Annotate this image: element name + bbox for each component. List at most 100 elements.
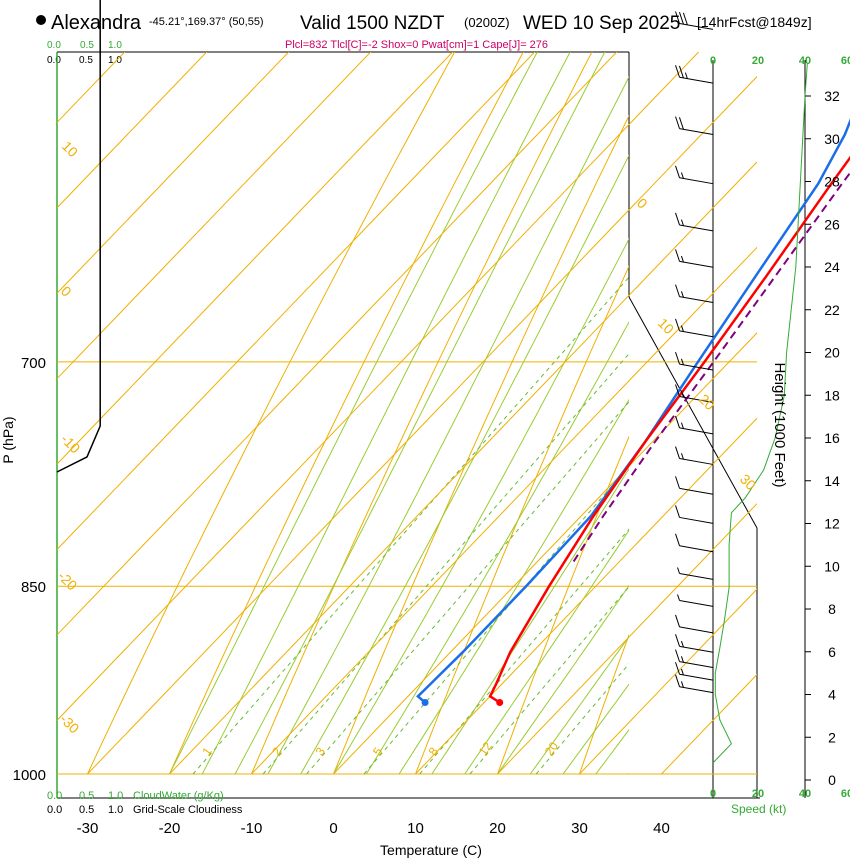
dry-adiabat: [170, 0, 850, 774]
valid-time: Valid 1500 NZDT: [300, 13, 445, 34]
isotherm-label: 0: [58, 283, 75, 300]
isotherm-label: 0: [634, 195, 651, 212]
cloudwater-tick-bottom-2: 1.0: [108, 790, 123, 802]
speed-tick-top-40: 40: [799, 55, 811, 67]
wind-barb: [678, 595, 713, 607]
temperature-tick--30: -30: [77, 820, 99, 837]
isotherm-line: [0, 0, 850, 774]
dewpoint-surface-marker: [422, 699, 429, 706]
height-tick-14: 14: [824, 473, 840, 489]
isotherm-label: 10: [59, 138, 81, 160]
dry-adiabat: [662, 0, 850, 774]
isotherm-line: [0, 0, 850, 774]
temperature-surface-marker: [496, 699, 503, 706]
location-dot: [36, 15, 46, 25]
isotherm-line: [88, 0, 850, 774]
moist-adiabat: [202, 0, 850, 774]
wind-barb: [676, 249, 713, 267]
height-tick-6: 6: [828, 644, 836, 660]
wind-barb: [676, 476, 713, 494]
moist-adiabat: [563, 0, 850, 774]
height-tick-16: 16: [824, 430, 840, 446]
temperature-tick-20: 20: [489, 820, 506, 837]
temperature-tick-30: 30: [571, 820, 588, 837]
speed-axis-label: Speed (kt): [731, 802, 786, 816]
isotherm-line: [6, 0, 850, 774]
wind-barb: [676, 505, 713, 523]
mixing-ratio-label-8: 8: [426, 744, 441, 758]
isotherm-line: [0, 0, 850, 774]
height-tick-32: 32: [824, 88, 840, 104]
speed-tick-top-60: 60: [841, 55, 850, 67]
cloudwater-tick-top-2: 1.0: [108, 40, 122, 51]
cloudiness-tick-top-1: 0.5: [79, 55, 93, 66]
temperature-tick--20: -20: [159, 820, 181, 837]
dry-adiabat: [580, 0, 850, 774]
utc-time: (0200Z): [464, 15, 510, 30]
height-tick-24: 24: [824, 259, 840, 275]
axis-tick-labels: 2503004005007008501000-30-20-10010203040…: [13, 0, 850, 837]
moist-adiabat: [498, 0, 850, 774]
cloudiness-tick-bottom-2: 1.0: [108, 804, 123, 816]
isotherm-line: [0, 0, 850, 774]
wind-barb: [676, 534, 713, 552]
height-tick-10: 10: [824, 558, 840, 574]
sounding-params: Plcl=832 Tlcl[C]=-2 Shox=0 Pwat[cm]=1 Ca…: [285, 39, 548, 51]
speed-tick-bottom-20: 20: [752, 788, 764, 800]
temperature-tick-0: 0: [329, 820, 337, 837]
dry-adiabat-lines: [88, 0, 850, 774]
isotherm-line: [498, 0, 850, 774]
isotherm-label: 30: [737, 471, 759, 493]
parcel-path: [574, 0, 850, 562]
speed-tick-bottom-60: 60: [841, 788, 850, 800]
height-tick-20: 20: [824, 345, 840, 361]
height-tick-12: 12: [824, 516, 840, 532]
pressure-tick-1000: 1000: [13, 767, 46, 784]
mixing-ratio-label-20: 20: [542, 739, 561, 758]
speed-tick-top-20: 20: [752, 55, 764, 67]
height-axis-label: Height (1000 Feet): [771, 362, 788, 487]
pressure-tick-850: 850: [21, 579, 46, 596]
speed-tick-bottom-40: 40: [799, 788, 811, 800]
temperature-tick--10: -10: [241, 820, 263, 837]
cloudwater-tick-bottom-1: 0.5: [79, 790, 94, 802]
mixing-ratio-label-12: 12: [476, 739, 495, 758]
wind-barb: [676, 662, 713, 680]
isotherm-line: [170, 0, 850, 774]
speed-tick-bottom-0: 0: [710, 788, 716, 800]
height-tick-2: 2: [828, 729, 836, 745]
height-tick-28: 28: [824, 174, 840, 190]
cloudiness-line: [57, 0, 100, 472]
plot-diagonal-border: [629, 297, 757, 528]
wind-barb: [676, 615, 713, 633]
height-tick-26: 26: [824, 216, 840, 232]
wind-barb: [676, 447, 713, 465]
pressure-tick-700: 700: [21, 355, 46, 372]
wind-barb: [676, 213, 713, 231]
cloudiness-legend-label: Grid-Scale Cloudiness: [133, 804, 243, 816]
wind-barb: [676, 319, 713, 337]
cloudiness-tick-bottom-0: 0.0: [47, 804, 62, 816]
wind-barb: [676, 166, 713, 184]
wind-barb: [676, 650, 713, 668]
wind-barb: [676, 65, 713, 83]
mixing-ratio-lines: [193, 0, 850, 774]
isotherm-label: -20: [55, 568, 81, 594]
dry-adiabat: [498, 0, 850, 774]
height-tick-22: 22: [824, 302, 840, 318]
mixing-ratio-line: [536, 0, 850, 774]
cloudiness-tick-top-0: 0.0: [47, 55, 61, 66]
moist-adiabat: [629, 0, 850, 774]
mixing-ratio-line: [193, 0, 850, 774]
moist-adiabat: [235, 0, 850, 774]
forecast-date: WED 10 Sep 2025: [523, 13, 680, 34]
cloudwater-tick-top-1: 0.5: [80, 40, 94, 51]
forecast-info: [14hrFcst@1849z]: [697, 14, 812, 30]
moist-adiabat: [596, 0, 850, 774]
isotherm-label: -10: [58, 431, 84, 457]
wind-barb: [676, 634, 713, 652]
wind-barb: [678, 567, 713, 579]
location-name: Alexandra: [51, 12, 142, 34]
